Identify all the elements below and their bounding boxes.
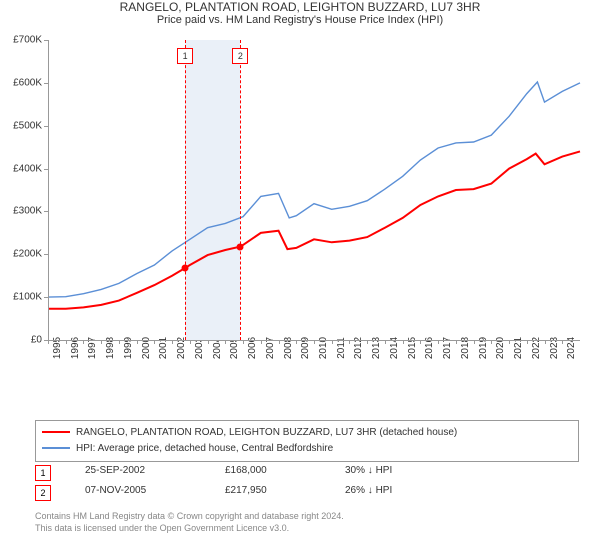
tx-marker-badge: 2 [232,48,248,64]
y-tick-label: £700K [0,35,42,46]
tx-row-badge: 2 [35,485,51,501]
legend-swatch [42,447,70,449]
tx-marker-dot [237,243,244,250]
tx-row-date: 07-NOV-2005 [85,485,146,496]
legend: RANGELO, PLANTATION ROAD, LEIGHTON BUZZA… [35,420,579,462]
tx-row-delta: 26% ↓ HPI [345,485,392,496]
page-title: RANGELO, PLANTATION ROAD, LEIGHTON BUZZA… [0,0,600,14]
tx-row-badge: 1 [35,465,51,481]
tx-row-delta: 30% ↓ HPI [345,465,392,476]
tx-row-date: 25-SEP-2002 [85,465,145,476]
y-tick-label: £500K [0,120,42,131]
legend-item-hpi: HPI: Average price, detached house, Cent… [42,441,572,457]
plot-area: 12 [48,40,580,340]
y-tick-label: £200K [0,249,42,260]
series-property [48,151,580,308]
series-hpi [48,82,580,297]
tx-marker-badge: 1 [177,48,193,64]
price-chart: £0£100K£200K£300K£400K£500K£600K£700K 19… [0,36,600,406]
footer-line-2: This data is licensed under the Open Gov… [35,522,344,534]
tx-row-price: £217,950 [225,485,267,496]
legend-swatch [42,431,70,433]
tx-marker-line [240,40,241,340]
footer-attribution: Contains HM Land Registry data © Crown c… [35,510,344,534]
y-tick-label: £600K [0,77,42,88]
tx-marker-dot [182,265,189,272]
y-tick-label: £100K [0,292,42,303]
tx-row-price: £168,000 [225,465,267,476]
y-tick-label: £0 [0,335,42,346]
tx-marker-line [185,40,186,340]
legend-label: RANGELO, PLANTATION ROAD, LEIGHTON BUZZA… [76,427,457,438]
page-subtitle: Price paid vs. HM Land Registry's House … [0,14,600,26]
y-tick-label: £300K [0,206,42,217]
legend-label: HPI: Average price, detached house, Cent… [76,443,333,454]
legend-item-property: RANGELO, PLANTATION ROAD, LEIGHTON BUZZA… [42,425,572,441]
y-tick-label: £400K [0,163,42,174]
footer-line-1: Contains HM Land Registry data © Crown c… [35,510,344,522]
